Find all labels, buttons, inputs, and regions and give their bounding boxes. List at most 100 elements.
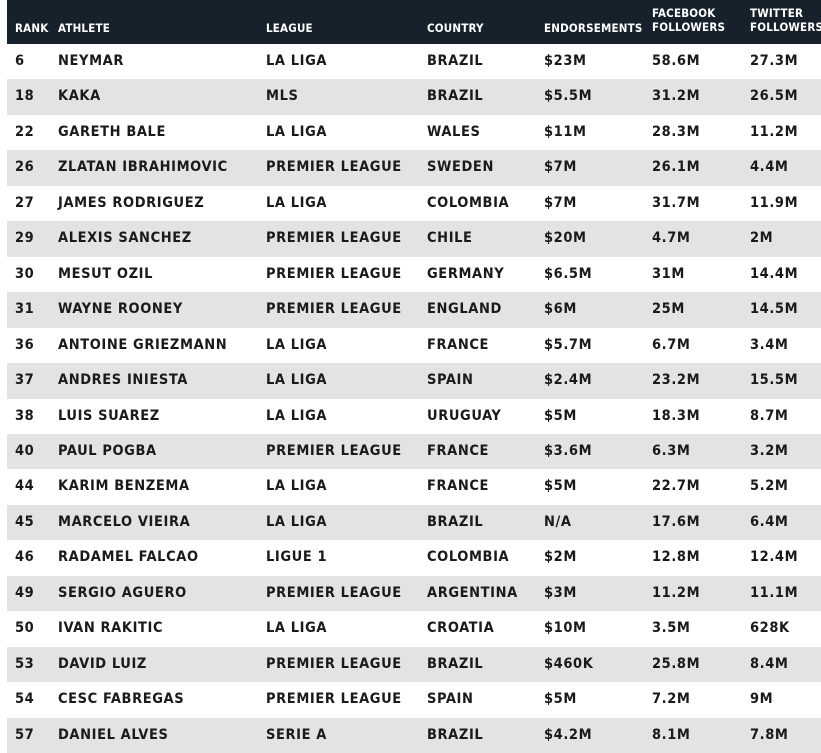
cell-facebook-followers: 31.7M (652, 194, 701, 211)
cell-rank: 49 (15, 584, 35, 601)
cell-country: URUGUAY (427, 407, 502, 424)
cell-league: LA LIGA (266, 194, 328, 211)
header-endorsements: ENDORSEMENTS (544, 21, 643, 35)
cell-league: PREMIER LEAGUE (266, 301, 402, 318)
cell-twitter-followers: 6.4M (750, 513, 789, 530)
table-row: 38 LUIS SUAREZ LA LIGA URUGUAY $5M 18.3M 8.7M (7, 399, 821, 435)
cell-country: BRAZIL (427, 726, 484, 743)
cell-twitter-followers: 2M (750, 230, 774, 247)
cell-country: COLOMBIA (427, 549, 510, 566)
cell-league: PREMIER LEAGUE (266, 584, 402, 601)
cell-rank: 54 (15, 691, 35, 708)
header-country: COUNTRY (427, 21, 484, 35)
cell-twitter-followers: 15.5M (750, 372, 799, 389)
cell-league: PREMIER LEAGUE (266, 655, 402, 672)
cell-rank: 40 (15, 442, 35, 459)
table-row: 26 ZLATAN IBRAHIMOVIC PREMIER LEAGUE SWEDEN… (7, 150, 821, 186)
cell-league: LA LIGA (266, 123, 328, 140)
cell-twitter-followers: 26.5M (750, 88, 799, 105)
cell-facebook-followers: 6.7M (652, 336, 691, 353)
cell-league: PREMIER LEAGUE (266, 691, 402, 708)
cell-endorsements: $11M (544, 123, 587, 140)
cell-facebook-followers: 6.3M (652, 442, 691, 459)
cell-athlete: LUIS SUAREZ (58, 407, 160, 424)
cell-endorsements: $7M (544, 159, 577, 176)
cell-twitter-followers: 11.9M (750, 194, 799, 211)
cell-athlete: PAUL POGBA (58, 442, 157, 459)
table-row: 45 MARCELO VIEIRA LA LIGA BRAZIL N/A 17.6M 6.4… (7, 504, 821, 541)
cell-twitter-followers: 5.2M (750, 478, 789, 495)
cell-rank: 46 (15, 549, 35, 566)
cell-country: FRANCE (427, 478, 490, 495)
cell-rank: 27 (15, 194, 35, 211)
cell-country: BRAZIL (427, 655, 484, 672)
cell-league: PREMIER LEAGUE (266, 159, 402, 176)
table-row: 54 CESC FABREGAS PREMIER LEAGUE SPAIN $5M 7.2… (7, 682, 821, 718)
cell-endorsements: $5M (544, 478, 577, 495)
cell-athlete: ALEXIS SANCHEZ (58, 230, 192, 247)
header-facebook-line2: FOLLOWERS (652, 20, 726, 34)
cell-league: LA LIGA (266, 372, 328, 389)
cell-facebook-followers: 25M (652, 301, 685, 318)
table-row: 27 JAMES RODRIGUEZ LA LIGA COLOMBIA $7M 31.7M… (7, 186, 821, 222)
cell-country: WALES (427, 123, 481, 140)
cell-country: BRAZIL (427, 513, 484, 530)
cell-endorsements: $2.4M (544, 372, 593, 389)
cell-country: FRANCE (427, 336, 490, 353)
table-row: 36 ANTOINE GRIEZMANN LA LIGA FRANCE $5.7M 6.7… (7, 328, 821, 364)
cell-country: ARGENTINA (427, 584, 518, 601)
cell-endorsements: $7M (544, 194, 577, 211)
table-row: 29 ALEXIS SANCHEZ PREMIER LEAGUE CHILE $20M 4… (7, 221, 821, 257)
cell-athlete: SERGIO AGUERO (58, 584, 187, 601)
header-league: LEAGUE (266, 21, 313, 35)
cell-league: LA LIGA (266, 513, 328, 530)
cell-endorsements: $5.7M (544, 336, 593, 353)
cell-facebook-followers: 4.7M (652, 230, 691, 247)
cell-athlete: CESC FABREGAS (58, 691, 185, 708)
cell-rank: 29 (15, 230, 35, 247)
cell-endorsements: $20M (544, 230, 587, 247)
cell-facebook-followers: 8.1M (652, 726, 691, 743)
header-twitter-line1: TWITTER (750, 6, 804, 20)
cell-rank: 36 (15, 336, 35, 353)
cell-facebook-followers: 31.2M (652, 88, 701, 105)
cell-rank: 37 (15, 372, 35, 389)
cell-endorsements: $5M (544, 691, 577, 708)
table-header: RANK ATHLETE LEAGUE COUNTRY ENDORSEMENTS… (7, 0, 821, 44)
cell-twitter-followers: 628K (750, 620, 790, 637)
cell-country: CROATIA (427, 620, 495, 637)
cell-facebook-followers: 23.2M (652, 372, 701, 389)
cell-facebook-followers: 22.7M (652, 478, 701, 495)
cell-twitter-followers: 14.4M (750, 265, 799, 282)
cell-country: SPAIN (427, 691, 474, 708)
cell-athlete: ANDRES INIESTA (58, 372, 188, 389)
cell-twitter-followers: 27.3M (750, 53, 799, 69)
cell-rank: 45 (15, 513, 35, 530)
cell-facebook-followers: 11.2M (652, 584, 701, 601)
cell-athlete: JAMES RODRIGUEZ (58, 194, 205, 211)
cell-country: SPAIN (427, 372, 474, 389)
cell-league: MLS (266, 88, 299, 105)
cell-facebook-followers: 31M (652, 265, 685, 282)
cell-facebook-followers: 3.5M (652, 620, 691, 637)
table-row: 37 ANDRES INIESTA LA LIGA SPAIN $2.4M 23.2M 15… (7, 363, 821, 399)
cell-twitter-followers: 3.4M (750, 336, 789, 353)
header-athlete: ATHLETE (58, 21, 111, 35)
table-row: 57 DANIEL ALVES SERIE A BRAZIL $4.2M 8.1M 7.8M (7, 717, 821, 753)
cell-facebook-followers: 58.6M (652, 53, 701, 69)
cell-endorsements: N/A (544, 513, 572, 530)
cell-twitter-followers: 7.8M (750, 726, 789, 743)
cell-league: LA LIGA (266, 53, 328, 69)
cell-facebook-followers: 7.2M (652, 691, 691, 708)
cell-country: COLOMBIA (427, 194, 510, 211)
header-rank: RANK (15, 21, 49, 35)
cell-rank: 6 (15, 53, 25, 69)
cell-twitter-followers: 12.4M (750, 549, 799, 566)
table-row: 44 KARIM BENZEMA LA LIGA FRANCE $5M 22.7M 5.2M (7, 469, 821, 505)
cell-country: CHILE (427, 230, 473, 247)
cell-twitter-followers: 11.1M (750, 584, 799, 601)
cell-athlete: KARIM BENZEMA (58, 478, 190, 495)
cell-country: FRANCE (427, 442, 490, 459)
table-row: 40 PAUL POGBA PREMIER LEAGUE FRANCE $3.6M 6.3… (7, 433, 821, 470)
table-row: 49 SERGIO AGUERO PREMIER LEAGUE ARGENTINA $3… (7, 575, 821, 612)
